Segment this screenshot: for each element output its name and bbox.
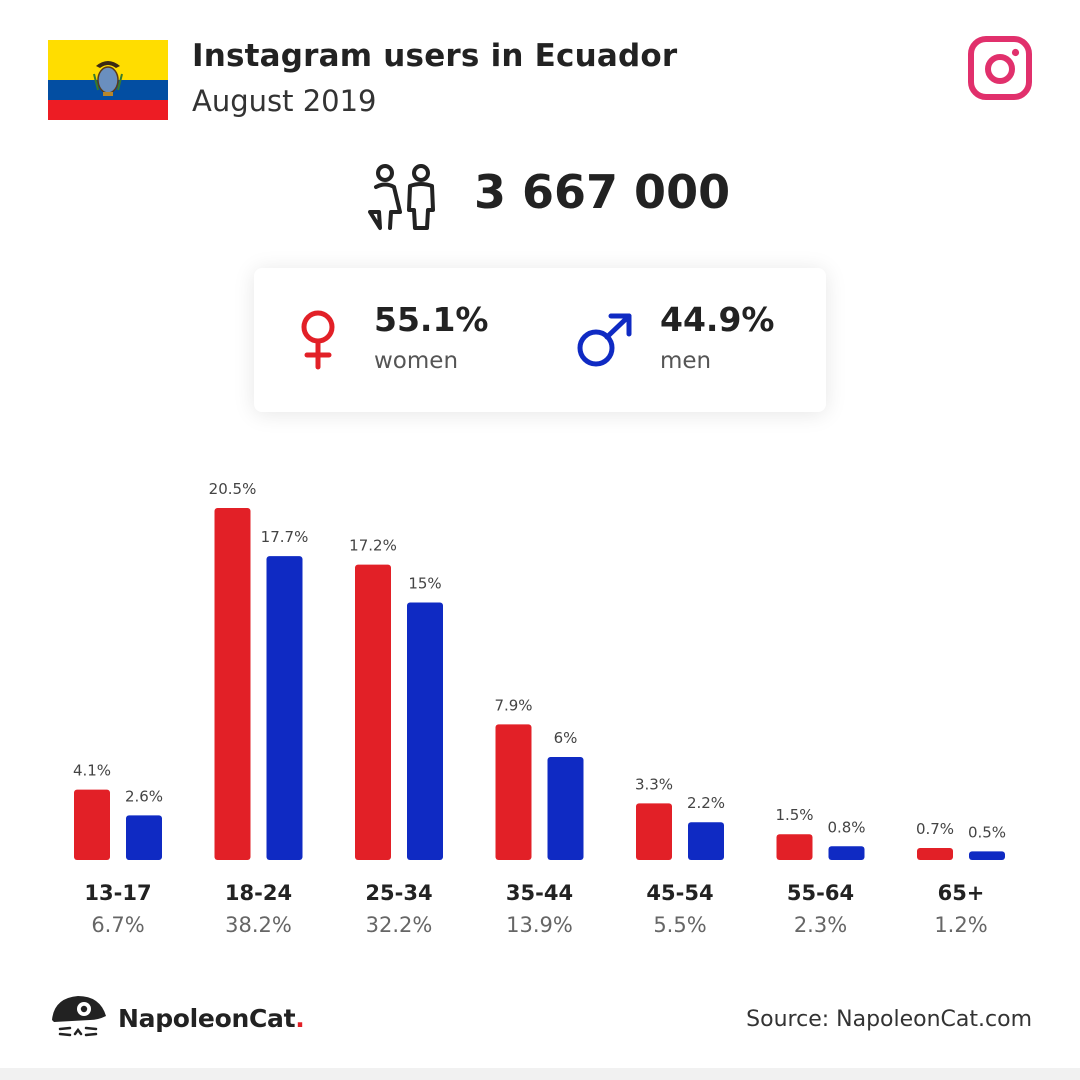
men-bar-45-54	[688, 822, 724, 860]
page-title: Instagram users in Ecuador	[192, 38, 678, 74]
ecuador-flag-icon	[48, 40, 168, 120]
brand-name: NapoleonCat.	[118, 1004, 305, 1033]
women-value-label: 1.5%	[775, 806, 813, 824]
women-bar-65+	[917, 847, 953, 860]
men-value-label: 0.8%	[827, 818, 865, 836]
men-value-label: 17.7%	[261, 528, 309, 546]
age-group-total: 38.2%	[225, 913, 292, 937]
women-bar-13-17	[74, 789, 110, 860]
women-value-label: 0.7%	[916, 820, 954, 838]
gender-breakdown-card: 55.1% women 44.9% men	[254, 268, 826, 412]
users-icon	[368, 164, 435, 230]
women-bar-35-44	[495, 724, 532, 860]
men-percent: 44.9%	[660, 300, 775, 339]
men-value-label: 15%	[408, 574, 441, 592]
age-group-total: 13.9%	[506, 913, 573, 937]
men-bar-35-44	[547, 756, 584, 860]
bottom-strip	[0, 1068, 1080, 1080]
age-group-label: 35-44	[506, 881, 573, 905]
men-value-label: 2.2%	[687, 794, 725, 812]
women-bar-18-24	[214, 508, 251, 860]
men-bar-65+	[969, 851, 1005, 860]
instagram-icon	[968, 36, 1032, 100]
napoleoncat-logo	[52, 996, 106, 1037]
men-bar-55-64	[828, 846, 865, 860]
men-bar-25-34	[407, 602, 443, 860]
men-value-label: 2.6%	[125, 787, 163, 805]
men-label: men	[660, 348, 712, 374]
women-bar-45-54	[636, 803, 672, 860]
source-credit: Source: NapoleonCat.com	[746, 1007, 1032, 1032]
women-value-label: 3.3%	[635, 775, 673, 793]
women-label: women	[374, 348, 459, 374]
age-group-total: 5.5%	[653, 913, 706, 937]
age-group-total: 1.2%	[934, 913, 987, 937]
women-value-label: 20.5%	[209, 480, 257, 498]
age-group-label: 18-24	[225, 881, 292, 905]
women-value-label: 17.2%	[349, 537, 397, 555]
women-bar-55-64	[776, 834, 813, 860]
women-bar-25-34	[355, 564, 391, 860]
age-group-total: 6.7%	[91, 913, 144, 937]
age-gender-bar-chart: 4.1% 2.6% 13-17 6.7% 20.5% 17.7% 18-24 38.2% 17.…	[73, 480, 1006, 937]
age-group-label: 13-17	[84, 881, 151, 905]
men-value-label: 0.5%	[968, 823, 1006, 841]
men-value-label: 6%	[554, 729, 578, 747]
women-percent: 55.1%	[374, 300, 489, 339]
men-bar-13-17	[126, 815, 162, 860]
women-value-label: 4.1%	[73, 762, 111, 780]
total-users: 3 667 000	[474, 165, 731, 219]
men-bar-18-24	[266, 556, 303, 860]
male-icon	[577, 313, 632, 367]
page-subtitle: August 2019	[192, 84, 377, 118]
women-value-label: 7.9%	[494, 696, 532, 714]
female-icon	[301, 310, 335, 370]
age-group-label: 45-54	[646, 881, 713, 905]
age-group-label: 55-64	[787, 881, 854, 905]
age-group-total: 2.3%	[794, 913, 847, 937]
age-group-label: 25-34	[365, 881, 432, 905]
age-group-label: 65+	[938, 881, 985, 905]
age-group-total: 32.2%	[366, 913, 433, 937]
